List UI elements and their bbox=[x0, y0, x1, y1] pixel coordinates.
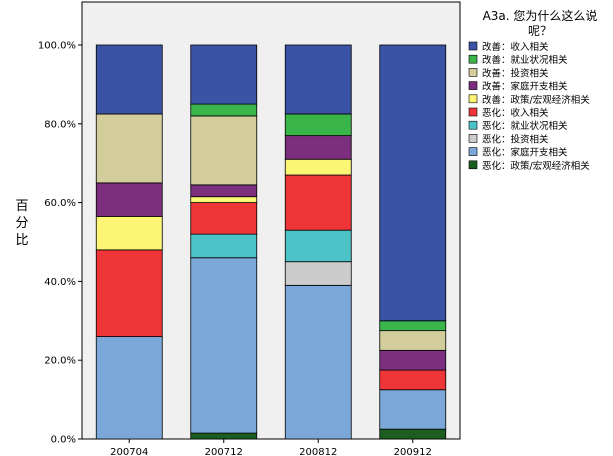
y-axis-label: 百分比 bbox=[15, 199, 28, 248]
legend-swatch bbox=[468, 107, 478, 117]
bar-segment-200712-7 bbox=[190, 184, 258, 198]
legend-swatch bbox=[468, 147, 478, 156]
legend-label: 改善：投资相关 bbox=[482, 67, 549, 79]
legend-label: 恶化：收入相关 bbox=[482, 107, 549, 119]
bar-segment-200712-5 bbox=[190, 202, 258, 235]
x-tick-label: 200812 bbox=[299, 447, 337, 456]
y-tick-label: 0.0% bbox=[51, 435, 76, 446]
legend-swatch bbox=[468, 54, 478, 64]
bars bbox=[95, 44, 447, 440]
bar-segment-200704-6 bbox=[95, 215, 163, 251]
x-tick-label: 200912 bbox=[394, 447, 432, 456]
legend-label: 恶化：政策/宏观经济相关 bbox=[482, 160, 590, 172]
bar-segment-200812-7 bbox=[284, 135, 352, 160]
x-tick-label: 200704 bbox=[110, 447, 148, 456]
bar-segment-200704-2 bbox=[95, 336, 163, 440]
legend-label: 改善：就业状况相关 bbox=[482, 54, 568, 66]
bar-segment-200704-8 bbox=[95, 113, 163, 184]
bar-segment-200712-1 bbox=[190, 432, 258, 440]
y-tick-label: 20.0% bbox=[44, 356, 76, 367]
y-tick-label: 60.0% bbox=[44, 198, 76, 209]
legend-label: 恶化：投资相关 bbox=[482, 133, 549, 145]
y-tick-label: 40.0% bbox=[44, 277, 76, 288]
bar-segment-200704-5 bbox=[95, 249, 163, 337]
bar-segment-200712-10 bbox=[190, 44, 258, 105]
legend-label: 改善：政策/宏观经济相关 bbox=[482, 94, 590, 106]
legend-swatch bbox=[468, 68, 478, 77]
y-tick-label: 100.0% bbox=[38, 41, 76, 52]
bar-segment-200704-10 bbox=[95, 44, 163, 115]
bar-segment-200912-5 bbox=[379, 369, 447, 391]
bar-segment-200812-3 bbox=[284, 261, 352, 286]
legend-swatch bbox=[468, 160, 478, 170]
legend-swatch bbox=[468, 41, 478, 51]
bar-segment-200812-10 bbox=[284, 44, 352, 115]
bar-segment-200712-9 bbox=[190, 103, 258, 117]
bar-segment-200712-4 bbox=[190, 233, 258, 259]
legend-swatch bbox=[468, 134, 478, 143]
legend-label: 改善：家庭开支相关 bbox=[482, 81, 568, 93]
bar-segment-200912-1 bbox=[379, 428, 447, 440]
bar-segment-200912-7 bbox=[379, 349, 447, 371]
legend-swatch bbox=[468, 120, 478, 130]
x-tick-label: 200712 bbox=[205, 447, 243, 456]
bar-segment-200704-7 bbox=[95, 182, 163, 217]
legend-label: 恶化：家庭开支相关 bbox=[482, 147, 568, 159]
x-axis: 200704 200712 200812 200912 bbox=[110, 439, 432, 456]
bar-segment-200812-5 bbox=[284, 174, 352, 231]
bar-segment-200912-8 bbox=[379, 330, 447, 351]
bar-segment-200912-2 bbox=[379, 389, 447, 430]
legend-swatch bbox=[468, 94, 478, 104]
bar-segment-200812-2 bbox=[284, 284, 352, 440]
legend-title: A3a. 您为什么这么说呢？ bbox=[483, 8, 598, 38]
bar-segment-200712-6 bbox=[190, 196, 258, 204]
bar-segment-200812-9 bbox=[284, 113, 352, 137]
bar-segment-200812-6 bbox=[284, 158, 352, 176]
y-tick-label: 80.0% bbox=[44, 119, 76, 130]
legend: A3a. 您为什么这么说呢？ 改善：收入相关改善：就业状况相关改善：投资相关改善：… bbox=[468, 8, 598, 172]
legend-label: 恶化：就业状况相关 bbox=[482, 120, 568, 132]
bar-segment-200912-9 bbox=[379, 320, 447, 332]
bar-segment-200912-10 bbox=[379, 44, 447, 322]
legend-swatch bbox=[468, 81, 478, 90]
bar-segment-200812-4 bbox=[284, 229, 352, 263]
bar-segment-200712-8 bbox=[190, 115, 258, 186]
legend-label: 改善：收入相关 bbox=[482, 41, 549, 53]
bar-segment-200712-2 bbox=[190, 257, 258, 434]
y-axis: 0.0% 20.0% 40.0% 60.0% 80.0% 100.0% bbox=[38, 41, 82, 446]
